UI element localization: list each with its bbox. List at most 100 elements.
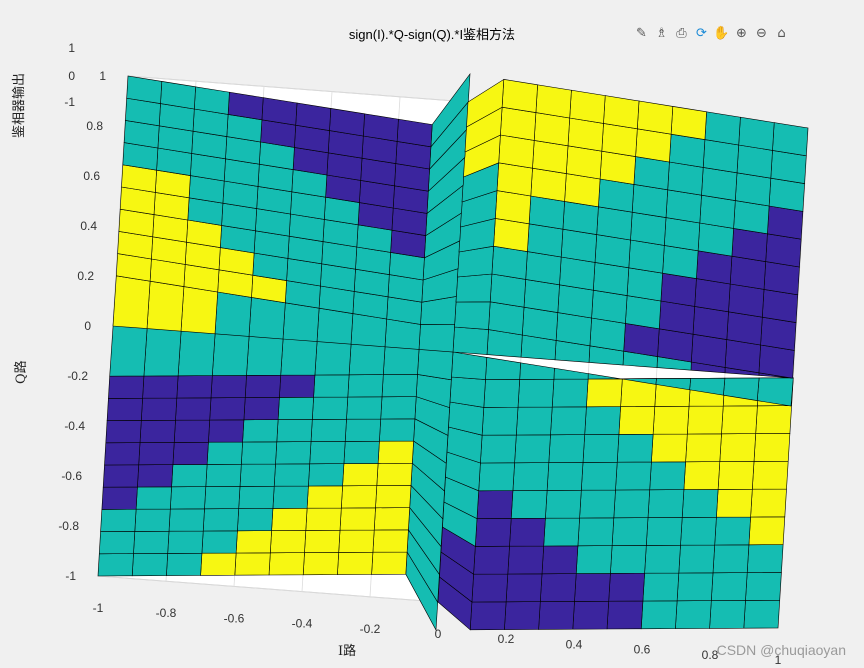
surface-face [731, 228, 768, 262]
surface-face [649, 461, 686, 491]
surface-face [515, 406, 553, 436]
surface-face [694, 278, 731, 313]
surface-face [316, 307, 354, 345]
surface-face [601, 123, 638, 157]
surface-face [346, 396, 383, 420]
surface-face [618, 406, 656, 435]
surface-face [454, 301, 491, 330]
surface-face [340, 485, 378, 509]
surface-face [146, 280, 185, 332]
rotate-icon[interactable]: ⟳ [696, 25, 707, 41]
surface-face [734, 172, 772, 207]
surface-face [473, 545, 510, 575]
pan-icon[interactable]: ✋ [713, 25, 730, 41]
surface-face [248, 297, 286, 340]
surface-face [767, 205, 804, 240]
surface-face [498, 134, 535, 169]
surface-face [733, 200, 770, 235]
surface-face [716, 488, 753, 518]
surface-face [623, 323, 660, 357]
y-tick-label: -0.2 [67, 369, 88, 383]
surface-face [750, 488, 787, 518]
surface-face [765, 233, 802, 268]
y-tick-label: 0.6 [83, 169, 100, 183]
surface-face [580, 461, 618, 491]
surface-face [712, 544, 750, 574]
surface-face [209, 397, 246, 421]
z-axis-label: 鉴相器输出 [12, 72, 27, 138]
surface-face [277, 396, 314, 420]
surface-face [758, 344, 795, 379]
zoom-out-icon[interactable]: ⊖ [756, 25, 767, 41]
surface-face [507, 545, 545, 575]
surface-face [719, 433, 757, 462]
surface-face [483, 379, 521, 408]
surface-face [173, 419, 211, 443]
surface-face [512, 462, 550, 491]
surface-face [591, 289, 628, 324]
surface-face [131, 553, 169, 577]
surface-face [610, 545, 647, 574]
surface-face [599, 150, 636, 185]
surface-face [696, 250, 733, 285]
datatip-icon[interactable]: ♗ [655, 25, 668, 41]
surface-face [763, 261, 800, 296]
surface-face [377, 440, 414, 464]
home-icon[interactable]: ⌂ [777, 25, 786, 41]
surface-face [652, 405, 690, 435]
surface-face [657, 328, 694, 363]
surface-face [530, 167, 567, 202]
surface-face [343, 440, 380, 464]
surface-face [615, 461, 652, 491]
surface-face [505, 573, 543, 603]
surface-face [633, 156, 670, 191]
export-icon[interactable]: ⎙ [676, 25, 687, 41]
surface-face [686, 405, 724, 435]
surface-mesh [97, 73, 809, 632]
surface-face [543, 517, 580, 547]
y-tick-label: -0.8 [58, 519, 79, 533]
surface-face [584, 406, 621, 435]
surface-face [644, 544, 681, 574]
watermark: CSDN @chuqiaoyan [716, 642, 846, 658]
surface-face [105, 420, 142, 444]
surface-face [630, 211, 667, 246]
surface-face [239, 463, 276, 487]
surface-face [112, 275, 151, 329]
y-tick-label: 0.8 [86, 119, 103, 133]
surface-face [308, 463, 345, 487]
surface-face [372, 529, 409, 553]
surface-face [242, 419, 279, 443]
surface-face [611, 517, 649, 546]
surface-face [337, 551, 374, 575]
surface-face [640, 600, 678, 630]
surface-face [550, 406, 587, 436]
surface-face [138, 442, 175, 466]
surface-face [635, 128, 672, 163]
surface-face [208, 419, 245, 443]
surface-face [302, 552, 340, 576]
surface-face [488, 301, 525, 336]
surface-face [567, 117, 604, 152]
brush-icon[interactable]: ✎ [636, 25, 647, 41]
y-tick-label: -0.6 [61, 469, 82, 483]
x-tick-label: -0.6 [224, 611, 245, 625]
surface-face [243, 397, 280, 421]
surface-face [569, 89, 606, 124]
surface-face [761, 289, 799, 323]
surface-face [140, 397, 178, 421]
surface-face [305, 507, 342, 531]
surface-face [527, 223, 564, 258]
surface-face [491, 245, 528, 280]
surface-face [200, 552, 237, 576]
surface-face [180, 286, 219, 335]
surface-face [97, 553, 134, 577]
z-tick-label: 0 [68, 69, 75, 83]
zoom-in-icon[interactable]: ⊕ [736, 25, 747, 41]
y-tick-label: 0 [84, 319, 91, 333]
surface-face [681, 489, 719, 518]
surface-face [616, 433, 654, 463]
surface-face [344, 418, 382, 442]
